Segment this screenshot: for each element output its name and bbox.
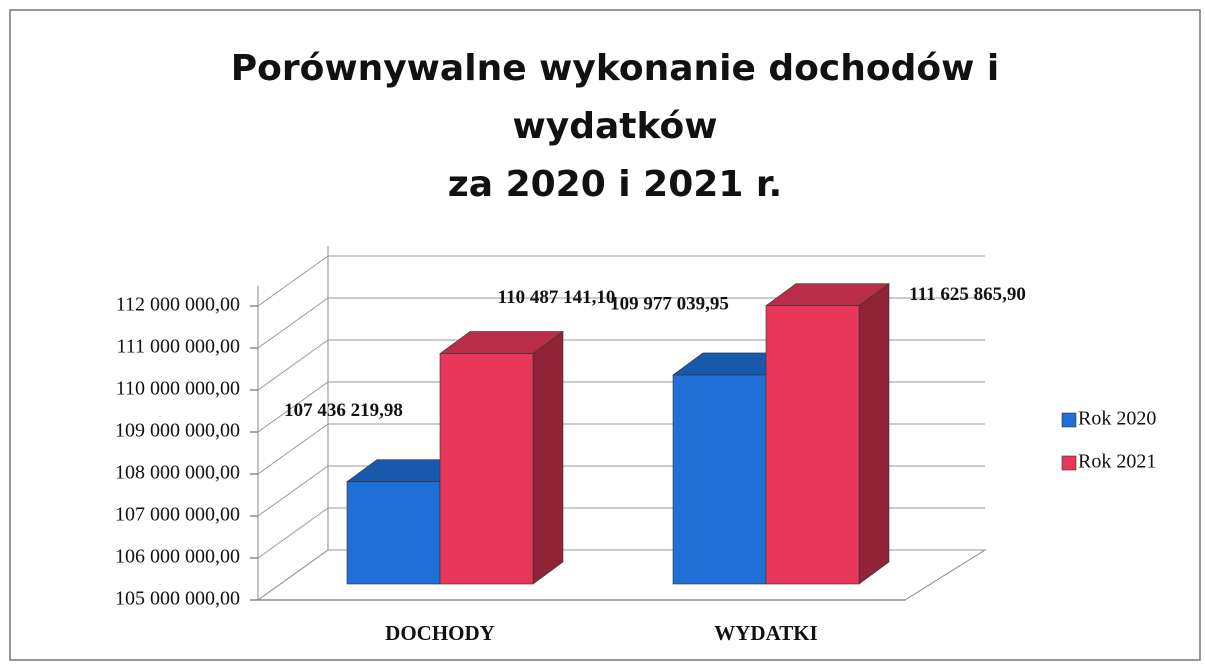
bar-front — [672, 374, 767, 585]
bar — [439, 330, 564, 585]
y-tick-label: 105 000 000,00 — [115, 588, 240, 610]
bar-side — [858, 283, 890, 585]
y-tick-label: 107 000 000,00 — [115, 504, 240, 526]
y-tick-label: 110 000 000,00 — [116, 378, 240, 400]
x-tick-label: WYDATKI — [714, 621, 817, 645]
legend-swatch — [1061, 455, 1077, 471]
y-tick-label: 109 000 000,00 — [115, 420, 240, 442]
x-tick-label: DOCHODY — [385, 621, 495, 645]
bar-front — [765, 305, 860, 585]
legend-label: Rok 2021 — [1078, 451, 1156, 473]
legend-label: Rok 2020 — [1078, 408, 1156, 430]
value-label: 111 625 865,90 — [909, 284, 1026, 305]
value-label: 109 977 039,95 — [610, 293, 729, 314]
bar-front — [346, 481, 441, 585]
chart-title: wydatków — [513, 106, 718, 147]
value-label: 107 436 219,98 — [284, 400, 403, 421]
y-tick-label: 108 000 000,00 — [115, 462, 240, 484]
chart-title: Porównywalne wykonanie dochodów i — [231, 48, 1000, 89]
grid-line — [257, 297, 985, 349]
y-tick-label: 111 000 000,00 — [116, 336, 240, 358]
chart-title: za 2020 i 2021 r. — [448, 164, 782, 205]
bar-front — [439, 353, 534, 585]
bar — [765, 283, 890, 585]
y-tick-label: 106 000 000,00 — [115, 546, 240, 568]
y-tick-label: 112 000 000,00 — [116, 294, 240, 316]
grid-line — [257, 255, 985, 307]
bar-side — [532, 330, 564, 585]
value-label: 110 487 141,10 — [498, 287, 616, 308]
legend-swatch — [1061, 412, 1077, 428]
